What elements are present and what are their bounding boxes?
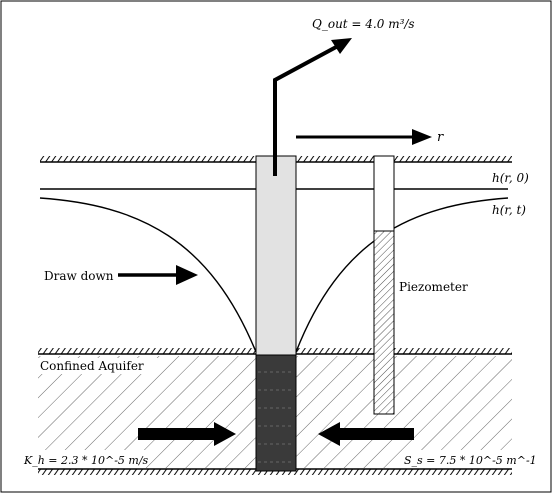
well-casing [255,155,297,356]
inflow-arrow-right-shaft [336,428,414,440]
discharge-arrowhead [331,38,352,54]
inflow-arrow-right-head [318,422,340,446]
aquifer-label: Confined Aquifer [40,359,144,373]
piezometer-label: Piezometer [399,280,468,294]
well-screen [255,354,297,472]
current-head-label: h(r, t) [492,203,526,217]
hydraulic-conductivity-label: K_h = 2.3 * 10^-5 m/s [23,454,149,467]
inflow-arrow-left-shaft [138,428,218,440]
ground-hatch-middle [296,156,374,162]
ground-hatch-left [40,156,256,162]
s-label-backing [402,450,532,468]
k-label-backing [22,450,146,468]
piezometer-water [373,230,395,415]
ground-hatch-right [394,156,512,162]
well-screen-perforations [258,371,294,463]
aquifer-label-backing [38,358,158,374]
drawdown-arrowhead [176,265,198,285]
r-axis-label: r [437,130,444,145]
drawdown-curve-left [39,197,257,353]
discharge-label: Q_out = 4.0 m³/s [312,17,415,31]
r-axis-arrowhead [412,129,432,145]
inflow-arrow-left-head [214,422,236,446]
initial-head-label: h(r, 0) [492,171,529,185]
drawdown-label: Draw down [44,269,114,283]
specific-storage-label: S_s = 7.5 * 10^-5 m^-1 [404,454,537,467]
aquitard-bottom-hatch [38,469,512,475]
discharge-pipe [273,44,339,176]
